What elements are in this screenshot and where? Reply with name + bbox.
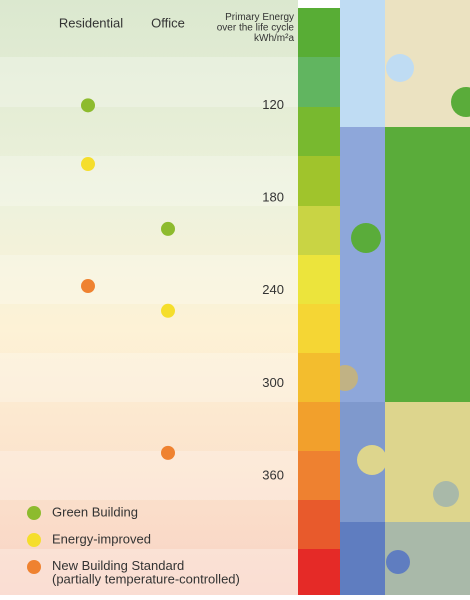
legend-marker: [27, 506, 41, 520]
dot: [81, 157, 95, 172]
legend-label: Green Building: [52, 504, 138, 519]
legend-marker: [27, 560, 41, 574]
legend-marker: [27, 533, 41, 547]
dot: [81, 279, 95, 294]
puzzle-decoration: [332, 0, 470, 595]
dot: [161, 445, 175, 460]
y-tick-label: 300: [262, 375, 284, 390]
background: [0, 0, 298, 595]
dot: [81, 98, 95, 113]
color-scale: [298, 8, 340, 595]
category-label: Residential: [59, 15, 123, 30]
category-label: Office: [151, 15, 185, 30]
y-axis-label: Primary Energy over the life cycle kWh/m²a: [217, 12, 295, 44]
y-tick-label: 120: [262, 97, 284, 112]
legend-label: Energy-improved: [52, 531, 151, 546]
dot: [161, 221, 175, 236]
y-tick-label: 240: [262, 282, 284, 297]
legend-label: New Building Standard (partially temperat…: [52, 558, 240, 587]
y-tick-label: 180: [262, 189, 284, 204]
dot: [161, 303, 175, 318]
y-tick-label: 360: [262, 467, 284, 482]
